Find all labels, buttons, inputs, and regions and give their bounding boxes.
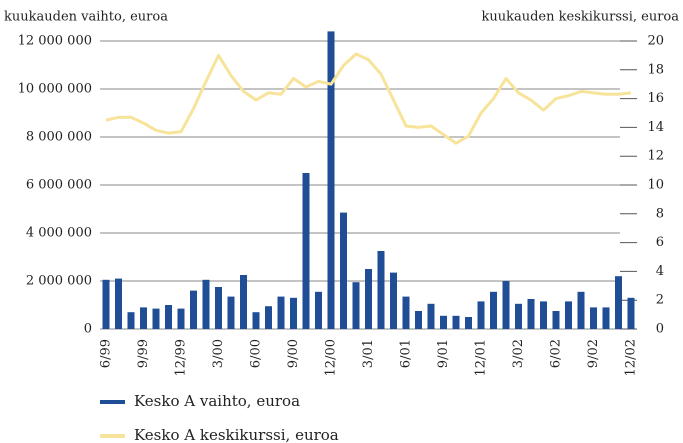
x-tick-label: 6/02 xyxy=(549,339,564,368)
bar xyxy=(390,272,397,329)
bar xyxy=(302,173,310,329)
y2-tick-label: 8 xyxy=(656,206,664,221)
x-tick-label: 3/02 xyxy=(511,339,526,368)
x-tick-label: 6/00 xyxy=(249,339,264,368)
bar xyxy=(415,311,422,329)
x-tick-label: 9/02 xyxy=(586,339,601,368)
bar xyxy=(227,296,235,329)
legend-label: Kesko A vaihto, euroa xyxy=(134,392,300,410)
y2-tick-label: 14 xyxy=(647,120,664,135)
bar xyxy=(165,305,172,329)
y-tick-label: 2 000 000 xyxy=(26,274,92,289)
bar xyxy=(240,275,247,329)
bar xyxy=(377,251,385,329)
y-tick-label: 0 xyxy=(84,322,92,337)
y-tick-label: 4 000 000 xyxy=(26,226,92,241)
bar xyxy=(427,303,435,329)
bar xyxy=(452,315,460,329)
bar xyxy=(365,269,372,329)
bar xyxy=(290,297,297,329)
y2-tick-label: 4 xyxy=(656,264,664,279)
bar xyxy=(615,276,622,329)
bar xyxy=(565,301,572,329)
y2-tick-label: 20 xyxy=(647,34,664,49)
y-axis-label: kuukauden vaihto, euroa xyxy=(4,10,168,25)
y2-tick-label: 0 xyxy=(656,322,664,337)
line xyxy=(105,52,632,145)
y-tick-label: 6 000 000 xyxy=(26,178,92,193)
bar xyxy=(315,291,322,329)
x-tick-label: 6/01 xyxy=(399,339,414,368)
y2-tick-label: 12 xyxy=(647,149,664,164)
bar xyxy=(577,291,585,329)
bar xyxy=(215,287,222,329)
bar xyxy=(127,312,135,329)
bar xyxy=(140,307,147,329)
x-tick-label: 12/00 xyxy=(324,339,339,376)
bar xyxy=(477,301,485,329)
x-tick-label: 6/99 xyxy=(99,339,114,368)
x-tick-label: 9/00 xyxy=(286,339,301,368)
y-tick-label: 12 000 000 xyxy=(18,34,92,49)
x-tick-label: 12/01 xyxy=(474,339,489,376)
bar xyxy=(540,301,547,329)
y2-tick-label: 6 xyxy=(656,235,664,250)
bar xyxy=(152,308,160,329)
x-tick-label: 9/01 xyxy=(436,339,451,368)
bar xyxy=(552,311,560,329)
bar xyxy=(627,297,635,329)
bar xyxy=(352,282,360,329)
x-tick-label: 12/02 xyxy=(624,339,639,376)
y2-axis-label: kuukauden keskikurssi, euroa xyxy=(481,10,679,25)
legend-label: Kesko A keskikurssi, euroa xyxy=(134,426,339,443)
bar xyxy=(590,307,597,329)
bar xyxy=(402,296,410,329)
x-tick-label: 12/99 xyxy=(174,339,189,376)
x-tick-label: 3/01 xyxy=(361,339,376,368)
bar xyxy=(340,212,347,329)
y2-tick-label: 16 xyxy=(647,91,664,106)
bar xyxy=(502,281,510,329)
bar xyxy=(115,278,122,329)
bar xyxy=(602,307,610,329)
bar xyxy=(277,296,285,329)
bar xyxy=(265,306,272,329)
bar xyxy=(102,279,110,329)
bar xyxy=(202,279,210,329)
bar xyxy=(465,317,472,329)
y2-tick-label: 2 xyxy=(656,293,664,308)
bar xyxy=(527,299,535,329)
bar xyxy=(252,312,260,329)
y-tick-label: 10 000 000 xyxy=(18,82,92,97)
bar xyxy=(177,308,185,329)
bar xyxy=(515,303,522,329)
bar xyxy=(327,31,335,330)
y2-tick-label: 18 xyxy=(647,62,664,77)
x-tick-label: 3/00 xyxy=(211,339,226,368)
y-tick-label: 8 000 000 xyxy=(26,130,92,145)
bar xyxy=(190,290,197,329)
bar xyxy=(440,315,447,329)
bar xyxy=(490,291,497,329)
x-tick-label: 9/99 xyxy=(136,339,151,368)
y2-tick-label: 10 xyxy=(647,178,664,193)
